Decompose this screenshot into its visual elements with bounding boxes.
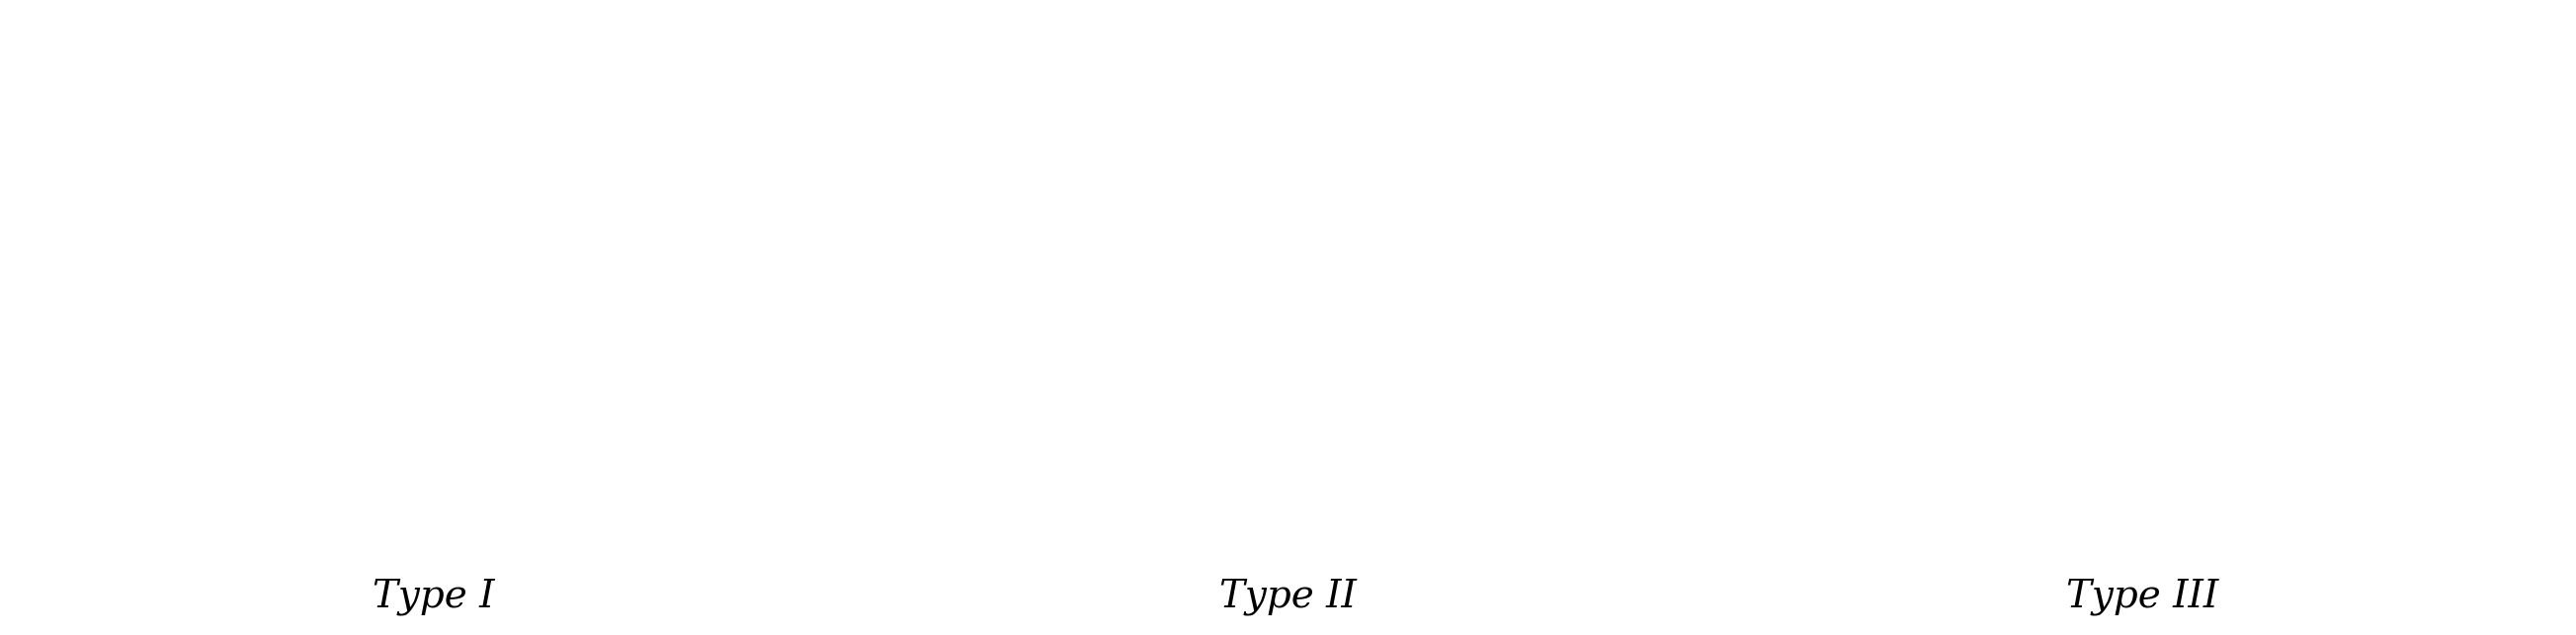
Text: Type I: Type I: [374, 578, 495, 615]
Text: Type II: Type II: [1218, 578, 1358, 615]
Text: Type III: Type III: [2066, 578, 2218, 615]
